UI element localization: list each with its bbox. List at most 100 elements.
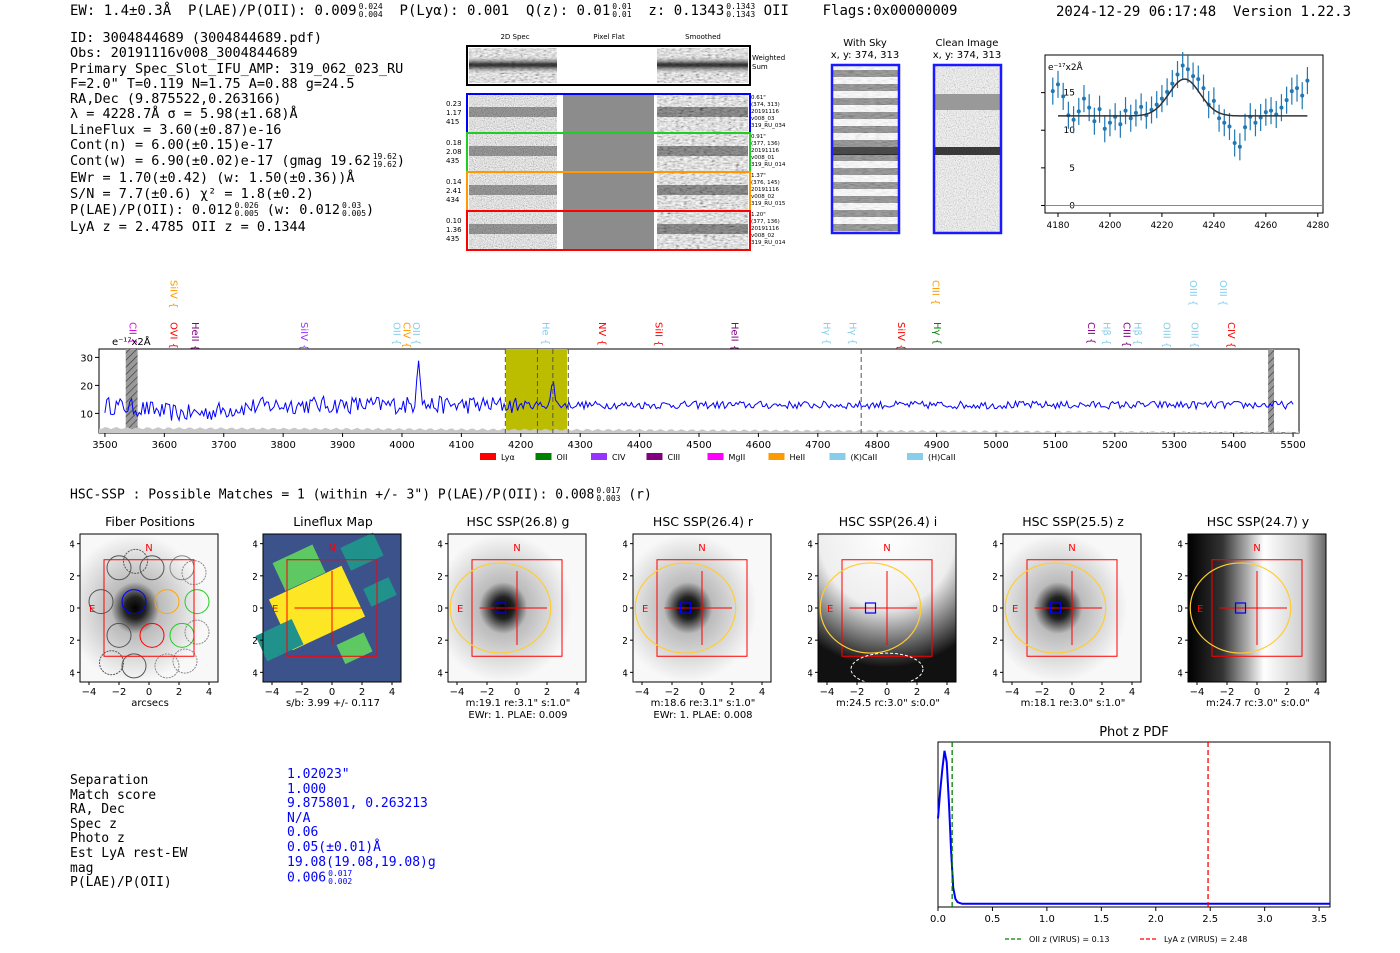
- row-left-label: 0.14 2.41 434: [446, 178, 462, 204]
- legend-label: CIV: [612, 453, 626, 462]
- line-marker-label: Hβ {: [1100, 322, 1111, 345]
- photz-xtick: 3.0: [1257, 914, 1273, 925]
- photz-xtick: 2.5: [1202, 914, 1218, 925]
- panel-title: Fiber Positions: [105, 514, 195, 529]
- panel-caption: EWr: 1. PLAE: 0.009: [468, 710, 568, 721]
- line-marker-label: CIII {: [929, 280, 940, 305]
- match-value: N/A: [287, 810, 311, 826]
- row-smoothed: [657, 134, 748, 171]
- spectrum-xtick: 4600: [746, 440, 771, 451]
- panel-ytick: −4: [438, 668, 443, 679]
- north-label: N: [1068, 543, 1075, 554]
- legend-label: (H)CaII: [928, 453, 955, 462]
- hsc-upper: 0.017: [596, 486, 621, 495]
- z-line: OII: [763, 3, 789, 19]
- row-smoothed: [657, 95, 748, 132]
- photz-xtick: 1.0: [1039, 914, 1055, 925]
- fit-point: [1055, 82, 1060, 87]
- panel-xtick: −4: [635, 687, 650, 698]
- legend-label: CIII: [668, 453, 681, 462]
- spectrum-ytick: 30: [80, 353, 93, 364]
- photz-xtick: 0.0: [930, 914, 946, 925]
- fit-point: [1263, 110, 1268, 115]
- weighted-sum-label: Weighted Sum: [752, 54, 786, 71]
- photz-curve: [937, 750, 1330, 905]
- fit-point: [1201, 86, 1206, 91]
- spectrum-ytick: 20: [80, 381, 93, 392]
- panel-xtick: −2: [665, 687, 680, 698]
- panel-ytick: 4: [70, 540, 75, 551]
- row-smoothed: [657, 173, 748, 210]
- panel-caption: m:18.1 re:3.0" s:1.0": [1020, 698, 1126, 709]
- east-label: E: [457, 604, 463, 615]
- panel-ytick: −2: [623, 636, 628, 647]
- info-plae-w: (w: 0.012: [266, 201, 340, 218]
- spectrum-xtick: 5300: [1162, 440, 1187, 451]
- east-label: E: [642, 604, 648, 615]
- panel-ytick: 0: [993, 604, 998, 615]
- spectrum-xtick: 4200: [508, 440, 533, 451]
- line-marker-label: OII {: [410, 322, 421, 345]
- fiber-circle: [139, 622, 165, 648]
- fit-point: [1305, 78, 1310, 83]
- spectrum-xtick: 3800: [270, 440, 295, 451]
- row-left-label: 0.23 1.17 415: [446, 100, 462, 126]
- legend-label: OII: [557, 453, 568, 462]
- panel-xtick: 2: [1099, 687, 1105, 698]
- fit-xtick: 4220: [1150, 221, 1173, 231]
- qz-upper: 0.01: [612, 2, 632, 11]
- panel-ytick: 4: [623, 540, 628, 551]
- row-pixelflat: [563, 173, 654, 210]
- fit-point: [1191, 74, 1196, 79]
- panel-ytick: 4: [993, 540, 998, 551]
- info-plae-w-upper: 0.03: [341, 200, 362, 210]
- legend-label: MgII: [729, 453, 746, 462]
- source-ellipse: [819, 562, 922, 654]
- fit-ytick: 15: [1064, 89, 1075, 99]
- source-ellipse: [1189, 562, 1292, 654]
- sky-images: [830, 63, 1003, 235]
- info-plae-lower: 0.005: [234, 208, 259, 218]
- spectrum-frame: [98, 348, 1300, 434]
- fit-xtick: 4260: [1254, 221, 1277, 231]
- hsc-band: (r): [628, 487, 652, 503]
- photz-xtick: 2.0: [1148, 914, 1164, 925]
- panel-xtick: 0: [1254, 687, 1260, 698]
- panel-ytick: −2: [438, 636, 443, 647]
- fit-point: [1092, 119, 1097, 124]
- match-value: 0.06: [287, 825, 319, 841]
- fit-point: [1107, 120, 1112, 125]
- legend-label: (K)CaII: [851, 453, 878, 462]
- line-marker-label: SiIV {: [895, 322, 906, 350]
- row-pixelflat: [563, 134, 654, 171]
- ew-value: EW: 1.4±0.3Å: [70, 3, 172, 19]
- panel-xtick: −2: [1035, 687, 1050, 698]
- line-marker-label: Hγ {: [847, 322, 858, 345]
- photz-title: Phot z PDF: [1099, 725, 1169, 740]
- contw-lower: 19.62: [372, 160, 397, 170]
- fiber-circle: [121, 589, 147, 615]
- legend-swatch: [591, 453, 607, 460]
- panel-ytick: 2: [808, 572, 813, 583]
- spectrum-xtick: 5200: [1102, 440, 1127, 451]
- legend-swatch: [535, 453, 552, 460]
- row-pixelflat: [563, 212, 654, 249]
- info-sn: S/N = 7.7(±0.6) χ² = 1.8(±0.2): [70, 185, 314, 202]
- panel-xtick: −4: [265, 687, 280, 698]
- panel-xtick: −4: [450, 687, 465, 698]
- fit-point: [1159, 96, 1164, 101]
- legend-label: HeII: [790, 453, 806, 462]
- panel-ytick: 0: [253, 604, 258, 615]
- full-spectrum-plot: CII {SiIV {OVI {HeII {SiIV {OII {CIV {OI…: [80, 280, 1306, 462]
- panel-ytick: −2: [808, 636, 813, 647]
- plae-lower: 0.004: [358, 10, 383, 19]
- panel-xtick: −4: [82, 687, 97, 698]
- fit-point: [1211, 98, 1216, 103]
- fit-point: [1081, 96, 1086, 101]
- match-label: Match score: [70, 787, 157, 803]
- fit-xtick: 4180: [1047, 221, 1070, 231]
- panel-ytick: −4: [993, 668, 998, 679]
- panel-xtick: 2: [359, 687, 365, 698]
- panel-ytick: 4: [438, 540, 443, 551]
- fit-point: [1237, 144, 1242, 149]
